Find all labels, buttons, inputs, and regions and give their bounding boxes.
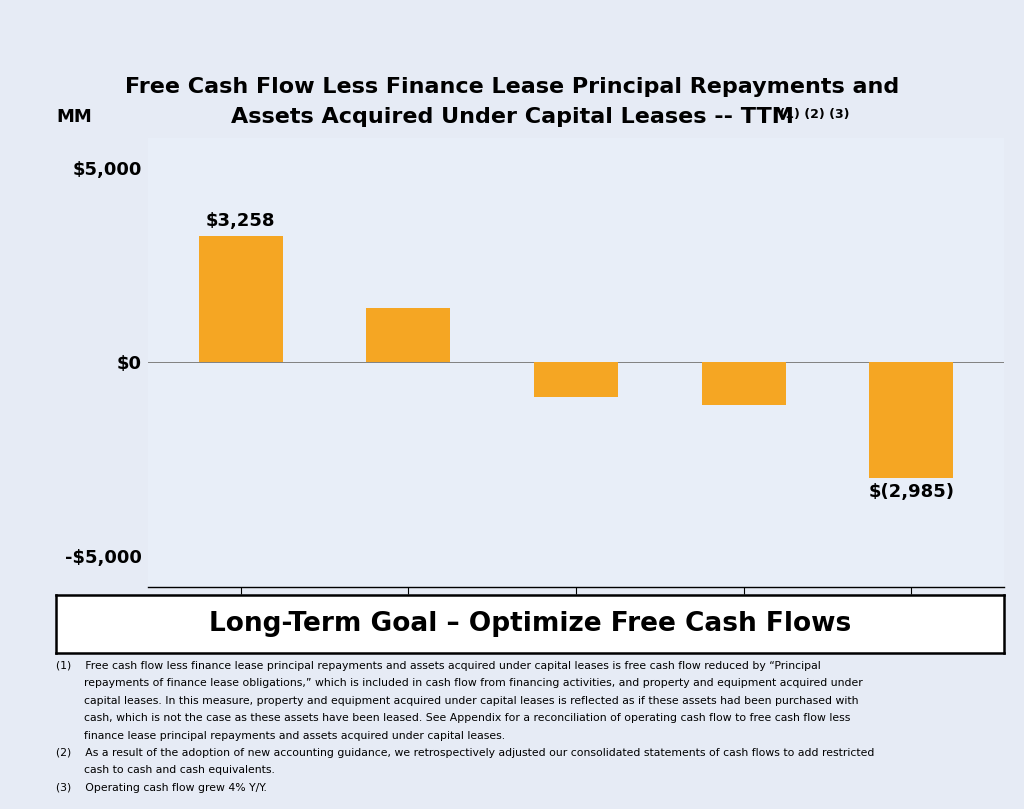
Text: Long-Term Goal – Optimize Free Cash Flows: Long-Term Goal – Optimize Free Cash Flow… [209,611,851,637]
Text: MM: MM [56,108,92,126]
Text: (1) (2) (3): (1) (2) (3) [775,108,850,121]
Text: repayments of finance lease obligations,” which is included in cash flow from fi: repayments of finance lease obligations,… [56,678,863,688]
Bar [701,362,785,404]
Bar [199,236,283,362]
Text: (1)    Free cash flow less finance lease principal repayments and assets acquire: (1) Free cash flow less finance lease pr… [56,661,821,671]
Text: Assets Acquired Under Capital Leases -- TTM: Assets Acquired Under Capital Leases -- … [230,108,794,127]
Text: cash to cash and cash equivalents.: cash to cash and cash equivalents. [56,765,275,775]
Text: Free Cash Flow Less Finance Lease Principal Repayments and: Free Cash Flow Less Finance Lease Princi… [125,77,899,96]
Text: $(2,985): $(2,985) [868,483,954,502]
Text: $3,258: $3,258 [206,212,275,230]
Text: cash, which is not the case as these assets have been leased. See Appendix for a: cash, which is not the case as these ass… [56,714,851,723]
Text: (2)    As a result of the adoption of new accounting guidance, we retrospectivel: (2) As a result of the adoption of new a… [56,748,874,758]
Bar [367,308,451,362]
Bar [535,362,617,397]
Text: capital leases. In this measure, property and equipment acquired under capital l: capital leases. In this measure, propert… [56,696,859,705]
Text: (3)    Operating cash flow grew 4% Y/Y.: (3) Operating cash flow grew 4% Y/Y. [56,783,267,793]
Bar [869,362,953,477]
Text: finance lease principal repayments and assets acquired under capital leases.: finance lease principal repayments and a… [56,731,506,740]
